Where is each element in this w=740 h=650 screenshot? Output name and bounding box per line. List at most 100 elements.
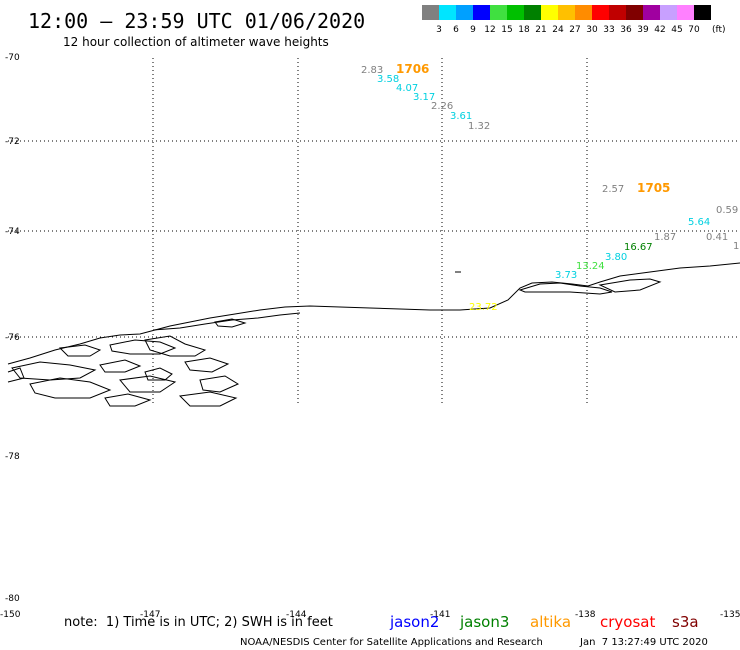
footer-timestamp: Jan 7 13:27:49 UTC 2020 (579, 637, 708, 648)
colorbar-tick-label: 70 (688, 25, 700, 35)
coastline-inlet (518, 282, 613, 295)
swh-label: 3.80 (605, 252, 627, 263)
longitude-labels: -150 -147 -144 -141 -138 -135 (0, 610, 740, 620)
island (144, 335, 207, 357)
lon-label: -150 (0, 610, 21, 620)
swh-label: 2.57 (602, 184, 624, 195)
colorbar-swatch (473, 5, 490, 20)
colorbar-swatch (422, 5, 439, 20)
colorbar-swatch (558, 5, 575, 20)
satellite-s3a: s3a (672, 613, 699, 631)
colorbar-swatch (592, 5, 609, 20)
coastline-main (7, 262, 740, 365)
island (199, 375, 240, 393)
colorbar: 3 6 9 12 15 18 21 24 27 30 33 36 39 42 45 70 (422, 5, 711, 35)
island (7, 367, 25, 383)
lat-label: -78 (5, 452, 20, 462)
swh-label: 2.26 (431, 101, 453, 112)
satellite-jason3: jason3 (459, 613, 509, 631)
footer-note: note: 1) Time is in UTC; 2) SWH is in fe… (64, 615, 333, 630)
colorbar-tick-label: 21 (535, 25, 546, 35)
colorbar-swatch (677, 5, 694, 20)
colorbar-swatch (643, 5, 660, 20)
lon-label: -135 (720, 610, 740, 620)
lon-label: -144 (286, 610, 307, 620)
island (178, 391, 238, 407)
colorbar-swatch (541, 5, 558, 20)
colorbar-swatch (490, 5, 507, 20)
footer-credit: NOAA/NESDIS Center for Satellite Applica… (240, 637, 543, 648)
lat-label: -76 (5, 333, 20, 343)
colorbar-unit-label: (ft) (712, 25, 726, 35)
graticule (8, 58, 740, 406)
island (598, 278, 662, 293)
coastline (7, 262, 740, 407)
satellite-cryosat: cryosat (600, 613, 655, 631)
colorbar-tick-label: 42 (654, 25, 665, 35)
swh-label: 13.24 (576, 261, 605, 272)
colorbar-swatch (575, 5, 592, 20)
colorbar-swatch (507, 5, 524, 20)
colorbar-tick-label: 24 (552, 25, 564, 35)
colorbar-tick-label: 39 (637, 25, 649, 35)
colorbar-tick-label: 36 (620, 25, 632, 35)
colorbar-swatch (694, 5, 711, 20)
track-time-label: 1705 (637, 181, 670, 195)
lon-label: -141 (430, 610, 450, 620)
swh-label: 1 (733, 241, 739, 252)
swh-label: 23.72 (469, 302, 498, 313)
swh-label: 5.64 (688, 217, 710, 228)
colorbar-tick-label: 45 (671, 25, 682, 35)
colorbar-tick-label: 12 (484, 25, 495, 35)
island (29, 377, 112, 399)
island (99, 359, 142, 373)
lat-label: -80 (5, 594, 20, 604)
island (184, 357, 230, 373)
swh-label: 0.59 (716, 205, 738, 216)
colorbar-swatch (456, 5, 473, 20)
map-subtitle: 12 hour collection of altimeter wave hei… (63, 35, 329, 49)
map-title: 12:00 – 23:59 UTC 01/06/2020 (28, 9, 365, 33)
island (58, 344, 102, 357)
island (109, 339, 177, 355)
swh-label: 2.83 (361, 65, 383, 76)
swh-label: 1.32 (468, 121, 490, 132)
colorbar-swatch (626, 5, 643, 20)
swh-label: 1.87 (654, 232, 676, 243)
swh-label: 4.07 (396, 83, 418, 94)
latitude-labels: -70 -72 -74 -76 -78 -80 (5, 53, 20, 604)
lat-label: -74 (5, 227, 20, 237)
colorbar-tick-label: 18 (518, 25, 530, 35)
colorbar-tick-label: 3 (436, 25, 442, 35)
swh-label: 16.67 (624, 242, 653, 253)
lat-label: -70 (5, 53, 20, 63)
swh-label: 3.17 (413, 92, 435, 103)
island (104, 393, 152, 407)
island (214, 318, 247, 328)
satellite-altika: altika (530, 613, 571, 631)
colorbar-tick-label: 6 (453, 25, 459, 35)
observations: 2.83 1706 3.58 4.07 3.17 2.26 3.61 1.32 … (361, 62, 739, 313)
colorbar-swatch (660, 5, 677, 20)
lat-label: -72 (5, 137, 20, 147)
colorbar-tick-label: 33 (603, 25, 614, 35)
colorbar-swatch (609, 5, 626, 20)
lon-label: -138 (575, 610, 596, 620)
lon-label: -147 (140, 610, 160, 620)
colorbar-tick-label: 15 (501, 25, 512, 35)
colorbar-tick-label: 30 (586, 25, 598, 35)
colorbar-tick-label: 9 (470, 25, 476, 35)
coastline-ice-shelf (152, 312, 301, 331)
island (119, 375, 177, 393)
satellite-jason2: jason2 (389, 613, 439, 631)
swh-label: 0.41 (706, 232, 728, 243)
colorbar-swatch (439, 5, 456, 20)
island (11, 361, 97, 381)
swh-label: 3.61 (450, 111, 472, 122)
colorbar-tick-label: 27 (569, 25, 580, 35)
colorbar-swatch (524, 5, 541, 20)
satellite-legend: jason2 jason3 altika cryosat s3a (389, 613, 699, 631)
swh-label: 3.73 (555, 270, 577, 281)
island (144, 367, 173, 381)
